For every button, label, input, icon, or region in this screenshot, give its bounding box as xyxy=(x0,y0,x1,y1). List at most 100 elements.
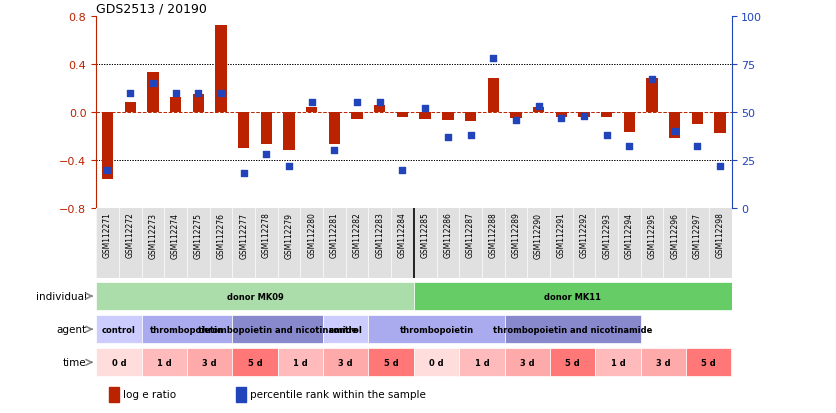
Bar xyxy=(192,95,204,113)
Text: GSM112293: GSM112293 xyxy=(602,212,611,258)
Text: GSM112273: GSM112273 xyxy=(148,212,157,258)
Text: 1 d: 1 d xyxy=(610,358,625,367)
Bar xyxy=(420,113,431,120)
Bar xyxy=(147,73,159,113)
Bar xyxy=(232,316,323,343)
Bar xyxy=(232,349,278,376)
Point xyxy=(395,167,409,173)
Bar xyxy=(278,349,323,376)
Text: GSM112289: GSM112289 xyxy=(512,212,521,258)
Point xyxy=(237,171,250,177)
Point xyxy=(623,144,636,150)
Bar xyxy=(601,113,612,117)
Bar xyxy=(96,349,141,376)
Bar xyxy=(329,113,340,145)
Text: GSM112280: GSM112280 xyxy=(307,212,316,258)
Bar xyxy=(669,113,681,139)
Point xyxy=(691,144,704,150)
Bar xyxy=(306,108,318,113)
Bar xyxy=(351,113,363,120)
Text: control: control xyxy=(329,325,363,334)
Bar xyxy=(624,113,635,133)
Point xyxy=(169,90,182,97)
Bar xyxy=(369,349,414,376)
Text: GSM112286: GSM112286 xyxy=(443,212,452,258)
Bar xyxy=(261,113,272,145)
Text: GSM112277: GSM112277 xyxy=(239,212,248,258)
Bar xyxy=(510,113,522,119)
Bar xyxy=(459,349,505,376)
Point xyxy=(146,81,160,87)
Point xyxy=(283,163,296,170)
Text: control: control xyxy=(102,325,135,334)
Point xyxy=(441,134,455,141)
Text: GSM112288: GSM112288 xyxy=(489,212,497,258)
Text: 3 d: 3 d xyxy=(202,358,217,367)
Bar xyxy=(640,349,686,376)
Bar xyxy=(141,316,232,343)
Bar xyxy=(715,113,726,134)
Text: GSM112271: GSM112271 xyxy=(103,212,112,258)
Text: GSM112294: GSM112294 xyxy=(624,212,634,258)
Text: agent: agent xyxy=(57,324,87,335)
Point xyxy=(419,105,432,112)
Text: GSM112274: GSM112274 xyxy=(171,212,180,258)
Point xyxy=(373,100,386,106)
Point xyxy=(600,132,614,139)
Text: 0 d: 0 d xyxy=(111,358,126,367)
Text: GDS2513 / 20190: GDS2513 / 20190 xyxy=(96,2,207,15)
Bar xyxy=(556,113,567,117)
Bar xyxy=(579,113,589,117)
Text: GSM112298: GSM112298 xyxy=(716,212,725,258)
Text: GSM112281: GSM112281 xyxy=(330,212,339,258)
Text: GSM112282: GSM112282 xyxy=(353,212,362,258)
Text: GSM112295: GSM112295 xyxy=(648,212,656,258)
Point xyxy=(668,128,681,135)
Bar xyxy=(170,98,181,113)
Text: GSM112290: GSM112290 xyxy=(534,212,543,258)
Bar xyxy=(550,349,595,376)
Text: time: time xyxy=(63,357,87,368)
Text: 1 d: 1 d xyxy=(293,358,308,367)
Text: 5 d: 5 d xyxy=(247,358,263,367)
Point xyxy=(350,100,364,106)
Text: GSM112287: GSM112287 xyxy=(466,212,475,258)
Bar xyxy=(96,282,414,310)
Bar xyxy=(323,349,369,376)
Text: GSM112291: GSM112291 xyxy=(557,212,566,258)
Text: 1 d: 1 d xyxy=(475,358,489,367)
Point xyxy=(645,76,659,83)
Bar xyxy=(141,349,187,376)
Text: thrombopoietin: thrombopoietin xyxy=(400,325,473,334)
Bar xyxy=(283,113,294,151)
Text: GSM112292: GSM112292 xyxy=(579,212,589,258)
Bar xyxy=(505,349,550,376)
Bar xyxy=(187,349,232,376)
Point xyxy=(713,163,726,170)
Point xyxy=(124,90,137,97)
Bar xyxy=(414,349,459,376)
Bar xyxy=(96,316,141,343)
Text: thrombopoietin: thrombopoietin xyxy=(150,325,224,334)
Text: GSM112283: GSM112283 xyxy=(375,212,385,258)
Point xyxy=(214,90,227,97)
Bar xyxy=(691,113,703,125)
Point xyxy=(191,90,205,97)
Bar xyxy=(125,103,135,113)
Text: 5 d: 5 d xyxy=(701,358,716,367)
Point xyxy=(328,148,341,154)
Text: GSM112279: GSM112279 xyxy=(284,212,293,258)
Point xyxy=(305,100,319,106)
Text: 3 d: 3 d xyxy=(520,358,534,367)
Point xyxy=(260,152,273,158)
Bar xyxy=(238,113,249,149)
Text: thrombopoietin and nicotinamide: thrombopoietin and nicotinamide xyxy=(198,325,357,334)
Text: 1 d: 1 d xyxy=(157,358,171,367)
Bar xyxy=(369,316,505,343)
Bar xyxy=(595,349,640,376)
Text: GSM112275: GSM112275 xyxy=(194,212,203,258)
Text: GSM112296: GSM112296 xyxy=(670,212,680,258)
Bar xyxy=(442,113,453,121)
Point xyxy=(578,113,591,120)
Text: GSM112278: GSM112278 xyxy=(262,212,271,258)
